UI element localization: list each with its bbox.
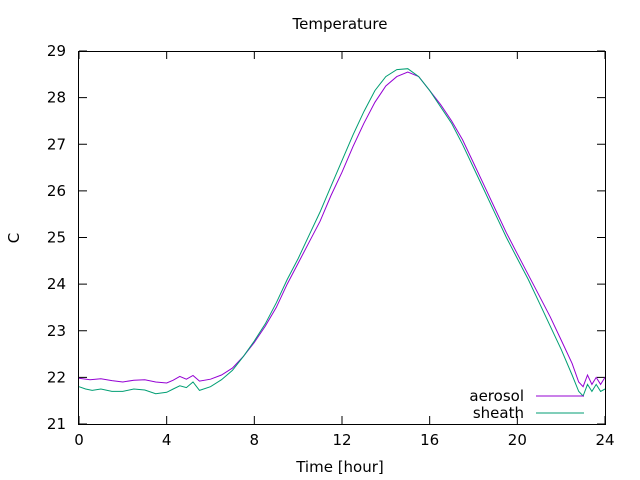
y-tick-label: 21 [47, 415, 66, 433]
x-tick-label: 16 [420, 431, 439, 449]
axis-ticks: 0 4 8 12 16 20 24 21 22 23 24 25 26 27 28 29 [47, 42, 615, 449]
y-tick-label: 22 [47, 368, 66, 386]
plot-frame [78, 51, 606, 425]
y-tick-label: 28 [47, 89, 66, 107]
y-tick-label: 25 [47, 229, 66, 247]
x-tick-label: 24 [595, 431, 614, 449]
y-tick-label: 24 [47, 275, 66, 293]
y-axis-label: C [5, 233, 23, 243]
legend-label-sheath: sheath [473, 404, 524, 422]
y-tick-label: 23 [47, 322, 66, 340]
x-tick-label: 0 [74, 431, 84, 449]
x-tick-label: 12 [332, 431, 351, 449]
series-line-sheath [78, 68, 606, 397]
y-tick-label: 26 [47, 182, 66, 200]
legend-label-aerosol: aerosol [469, 387, 524, 405]
plot-lines [78, 68, 606, 397]
series-line-aerosol [78, 71, 606, 388]
x-tick-label: 20 [508, 431, 527, 449]
x-tick-label: 4 [162, 431, 172, 449]
chart-title: Temperature [291, 15, 387, 33]
x-axis-label: Time [hour] [295, 458, 384, 476]
x-tick-label: 8 [250, 431, 260, 449]
y-tick-label: 27 [47, 135, 66, 153]
y-tick-label: 29 [47, 42, 66, 60]
